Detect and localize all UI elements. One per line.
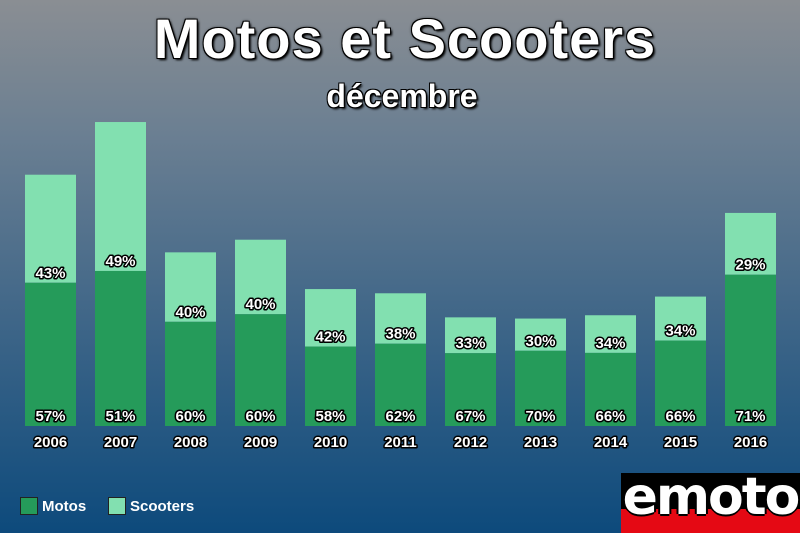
chart-subtitle: décembre	[326, 78, 478, 114]
chart-title: Motos et Scooters	[153, 7, 657, 70]
data-label-motos-2014: 66%	[595, 408, 625, 425]
legend-label-scooters: Scooters	[130, 497, 195, 515]
data-label-motos-2015: 66%	[665, 408, 695, 425]
bar-scooters-2009	[235, 239, 286, 315]
x-tick-label-2006: 2006	[34, 434, 67, 451]
data-label-scooters-2015: 34%	[665, 323, 695, 340]
data-label-motos-2013: 70%	[525, 408, 555, 425]
bar-scooters-2016	[725, 212, 776, 275]
legend-swatch-scooters	[108, 497, 126, 515]
bar-motos-2012	[445, 353, 496, 426]
data-label-motos-2012: 67%	[455, 408, 485, 425]
data-label-motos-2007: 51%	[105, 408, 135, 425]
bar-scooters-2006	[25, 174, 76, 283]
data-label-scooters-2006: 43%	[35, 265, 65, 282]
x-tick-label-2009: 2009	[244, 434, 277, 451]
bar-scooters-2014	[585, 315, 636, 353]
legend-swatch-motos	[20, 497, 38, 515]
bar-scooters-2010	[305, 289, 356, 347]
x-tick-label-2007: 2007	[104, 434, 137, 451]
bar-motos-2009	[235, 314, 286, 426]
data-label-scooters-2007: 49%	[105, 253, 135, 270]
x-tick-label-2010: 2010	[314, 434, 347, 451]
data-label-scooters-2008: 40%	[175, 304, 205, 321]
bar-scooters-2013	[515, 318, 566, 351]
x-tick-label-2016: 2016	[734, 434, 767, 451]
bar-scooters-2007	[95, 122, 146, 271]
data-label-scooters-2014: 34%	[595, 335, 625, 352]
data-label-scooters-2012: 33%	[455, 335, 485, 352]
bar-motos-2015	[655, 340, 706, 426]
data-label-scooters-2016: 29%	[735, 257, 765, 274]
bar-motos-2016	[725, 274, 776, 426]
legend-item-motos: Motos	[20, 497, 86, 515]
data-label-motos-2006: 57%	[35, 408, 65, 425]
bar-motos-2007	[95, 270, 146, 426]
x-tick-label-2014: 2014	[594, 434, 628, 451]
bar-scooters-2015	[655, 296, 706, 341]
x-tick-label-2008: 2008	[174, 434, 207, 451]
data-label-scooters-2011: 38%	[385, 326, 415, 343]
bar-scooters-2012	[445, 317, 496, 354]
data-label-scooters-2010: 42%	[315, 329, 345, 346]
bar-scooters-2008	[165, 252, 216, 322]
legend-label-motos: Motos	[42, 497, 87, 515]
x-tick-label-2011: 2011	[384, 434, 417, 451]
data-label-scooters-2013: 30%	[525, 333, 555, 350]
logo-red-band	[621, 509, 800, 533]
data-label-motos-2008: 60%	[175, 408, 205, 425]
x-tick-label-2013: 2013	[524, 434, 557, 451]
data-label-motos-2011: 62%	[385, 408, 415, 425]
bar-motos-2011	[375, 343, 426, 426]
emoto-logo[interactable]: emoto	[621, 473, 800, 533]
logo-text: emoto	[622, 473, 800, 527]
bar-motos-2014	[585, 352, 636, 426]
legend-item-scooters: Scooters	[108, 497, 194, 515]
bar-motos-2006	[25, 282, 76, 426]
x-tick-label-2012: 2012	[454, 434, 487, 451]
bar-motos-2008	[165, 321, 216, 426]
bar-motos-2013	[515, 350, 566, 426]
x-tick-label-2015: 2015	[664, 434, 697, 451]
data-label-scooters-2009: 40%	[245, 296, 275, 313]
bar-motos-2010	[305, 346, 356, 426]
data-label-motos-2010: 58%	[315, 408, 345, 425]
data-label-motos-2009: 60%	[245, 408, 275, 425]
data-label-motos-2016: 71%	[735, 408, 765, 425]
bar-scooters-2011	[375, 293, 426, 344]
